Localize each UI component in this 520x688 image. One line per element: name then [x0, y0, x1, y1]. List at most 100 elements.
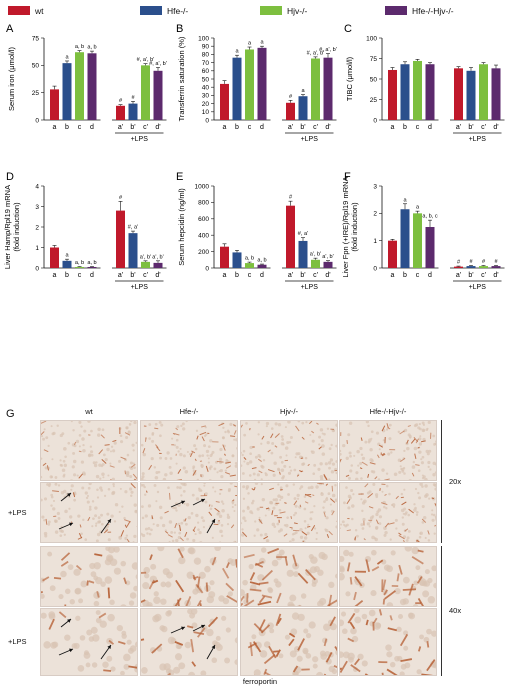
- x-tick-label: d: [260, 272, 264, 279]
- y-tick-label: 1000: [195, 183, 210, 190]
- panel-letter: A: [6, 23, 14, 35]
- bar: [128, 103, 138, 120]
- x-tick-label: a': [288, 272, 293, 279]
- x-tick-label: b: [65, 272, 69, 279]
- data-annotation: a: [235, 49, 239, 55]
- x-tick-label: d': [325, 124, 330, 131]
- magnification-label: 40x: [449, 606, 462, 615]
- bar: [425, 227, 435, 268]
- micrograph-image: [41, 609, 137, 675]
- x-tick-label: c': [313, 272, 318, 279]
- bar: [323, 57, 333, 120]
- bar: [311, 259, 320, 268]
- x-tick-label: d': [155, 124, 160, 131]
- y-tick-label: 25: [32, 90, 40, 97]
- data-annotation: #: [119, 195, 123, 201]
- data-annotation: #: [131, 95, 135, 101]
- data-annotation: a: [260, 40, 264, 46]
- x-tick-label: a': [456, 272, 461, 279]
- x-tick-label: b': [468, 124, 473, 131]
- data-annotation: a: [65, 253, 69, 259]
- micrograph-image: [141, 547, 237, 606]
- bar: [466, 266, 476, 268]
- data-annotation: a, b, c: [422, 214, 437, 220]
- magnification-label: 20x: [449, 476, 462, 486]
- y-tick-label: 10: [202, 109, 210, 116]
- x-tick-label: d': [155, 272, 160, 279]
- panel-letter: C: [344, 23, 352, 35]
- bar: [425, 64, 435, 120]
- legend-label: Hfe-/-Hjv-/-: [412, 6, 454, 16]
- bar: [466, 70, 476, 120]
- micrograph-image: [241, 483, 337, 542]
- bar: [257, 264, 267, 268]
- histology-panel: G wt Hfe-/- Hjv-/- Hfe-/-Hjv-/- +LPS +LPS 20x…: [0, 407, 520, 688]
- bar: [87, 53, 97, 120]
- x-tick-label: c: [78, 124, 82, 131]
- group-label: +LPS: [301, 284, 319, 291]
- bar: [400, 209, 410, 268]
- y-tick-label: 60: [202, 68, 210, 75]
- y-tick-label: 80: [202, 52, 210, 59]
- x-tick-label: b': [300, 272, 305, 279]
- micrograph-image: [241, 547, 337, 606]
- x-tick-label: d: [90, 272, 94, 279]
- y-tick-label: 4: [35, 183, 39, 190]
- x-tick-label: c: [416, 272, 420, 279]
- y-tick-label: 0: [373, 117, 377, 124]
- data-annotation: a', b': [152, 254, 163, 260]
- chart-panel-e: E 0 200 400 600 800 1000 Serum hepcidin (ng/ml)…: [176, 171, 337, 291]
- bar: [116, 105, 125, 120]
- y-tick-label: 0: [205, 117, 209, 124]
- stain-caption: ferroportin: [242, 677, 278, 686]
- x-tick-label: a': [118, 272, 123, 279]
- x-tick-label: a': [118, 124, 123, 131]
- bar: [245, 49, 254, 121]
- y-tick-label: 200: [198, 249, 209, 256]
- micrograph-image: [141, 421, 237, 480]
- micrograph-tile: [240, 420, 338, 481]
- x-tick-label: b: [235, 124, 239, 131]
- data-annotation: #: [289, 94, 293, 100]
- row-label-lps: +LPS: [8, 507, 27, 517]
- micrograph-image: [141, 609, 237, 675]
- data-annotation: a, b: [87, 45, 96, 51]
- y-tick-label: 800: [198, 200, 209, 207]
- x-tick-label: b': [300, 124, 305, 131]
- bar: [75, 266, 84, 268]
- data-annotation: #, a', b': [149, 61, 167, 67]
- bar: [454, 68, 463, 120]
- bar: [323, 261, 333, 268]
- micrograph-tile: [339, 546, 437, 607]
- row-label-lps: +LPS: [8, 637, 27, 646]
- legend-item-3: Hjv-/-: [260, 6, 307, 16]
- x-tick-label: d: [90, 124, 94, 131]
- y-axis-label: Transferrin saturation (%): [177, 36, 186, 121]
- x-tick-label: a': [288, 124, 293, 131]
- legend-swatch: [8, 6, 30, 15]
- bar: [413, 60, 422, 120]
- bar: [116, 210, 125, 268]
- x-tick-label: a: [53, 124, 57, 131]
- y-axis-label: Liver Hamp/Rpl19 mRNA: [3, 185, 12, 269]
- panel-letter: B: [176, 23, 183, 35]
- bar: [298, 240, 308, 268]
- data-annotation: a: [403, 197, 407, 203]
- y-tick-label: 0: [205, 265, 209, 272]
- bar: [286, 205, 295, 268]
- magnification-bracket: [441, 546, 442, 676]
- micrograph-image: [41, 421, 137, 480]
- data-annotation: a, b: [245, 256, 254, 262]
- x-tick-label: d: [260, 124, 264, 131]
- bar: [62, 260, 72, 268]
- bar: [220, 83, 229, 120]
- bar: [232, 57, 242, 120]
- y-tick-label: 1: [35, 245, 39, 252]
- data-annotation: #, a', b': [307, 50, 325, 56]
- magnification-bracket: [441, 420, 442, 543]
- data-annotation: #: [457, 260, 461, 266]
- x-tick-label: b: [65, 124, 69, 131]
- x-tick-label: b': [130, 124, 135, 131]
- group-label: +LPS: [131, 136, 149, 143]
- bar: [388, 240, 397, 268]
